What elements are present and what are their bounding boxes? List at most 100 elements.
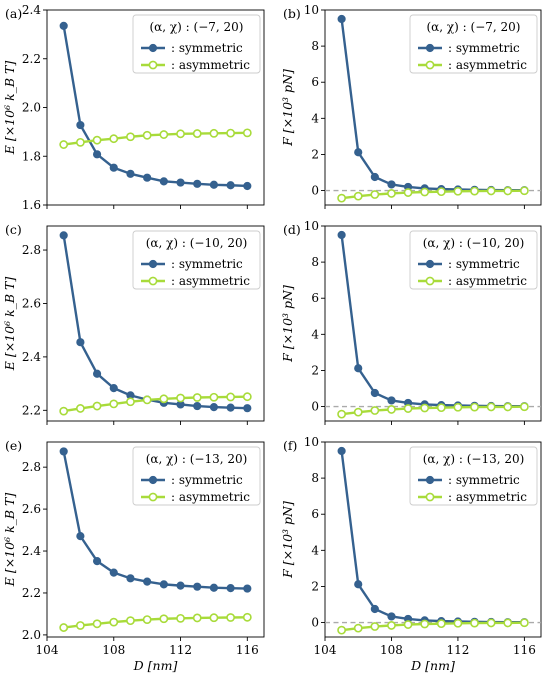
legend: (α, χ) : (−10, 20): symmetric: asymmetri…	[132, 230, 261, 290]
panel-label: (a)	[5, 6, 22, 21]
legend: (α, χ) : (−13, 20): symmetric: asymmetri…	[132, 446, 261, 506]
y-tick-label: 2.2	[22, 403, 41, 417]
legend-entry: : asymmetric	[448, 490, 527, 504]
data-point-asymmetric	[519, 402, 529, 412]
y-tick-label: 2.8	[22, 243, 41, 257]
legend-entry: : asymmetric	[171, 274, 250, 288]
data-point-asymmetric	[75, 621, 85, 630]
data-point-symmetric	[243, 584, 252, 593]
data-point-asymmetric	[242, 392, 252, 402]
data-point-asymmetric	[403, 404, 413, 413]
data-point-asymmetric	[337, 193, 347, 203]
series-line-asymmetric	[341, 621, 525, 632]
legend: (α, χ) : (−13, 20): symmetric: asymmetri…	[409, 446, 538, 506]
y-tick-label: 10	[304, 3, 319, 17]
data-point-asymmetric	[420, 619, 430, 629]
data-point-asymmetric	[209, 128, 219, 138]
legend-entry: : symmetric	[171, 473, 243, 487]
y-tick-label: 2	[311, 579, 319, 593]
data-point-asymmetric	[75, 137, 85, 147]
panel-label: (f)	[283, 438, 297, 453]
legend-marker	[425, 276, 435, 286]
axes-frame	[46, 441, 265, 638]
data-point-asymmetric	[370, 190, 380, 199]
data-point-asymmetric	[486, 402, 496, 412]
x-tick-label: 116	[236, 643, 259, 657]
data-point-asymmetric	[176, 129, 185, 139]
data-point-symmetric	[337, 14, 346, 24]
data-point-symmetric	[387, 180, 396, 189]
y-tick-label: 2.8	[22, 460, 41, 474]
y-tick-label: 1.6	[22, 198, 41, 212]
x-tick-label: 112	[169, 643, 192, 657]
data-point-asymmetric	[159, 394, 169, 404]
y-tick-label: 2.4	[22, 350, 41, 364]
data-point-asymmetric	[242, 128, 252, 138]
data-point-asymmetric	[436, 619, 446, 629]
data-point-symmetric	[59, 447, 68, 456]
data-point-symmetric	[209, 180, 219, 189]
data-point-symmetric	[143, 173, 152, 182]
data-point-asymmetric	[503, 402, 513, 412]
data-point-symmetric	[193, 179, 202, 188]
legend-box	[409, 446, 538, 506]
x-axis-label: D [nm]	[133, 658, 178, 673]
data-point-symmetric	[76, 338, 85, 347]
legend-title: (α, χ) : (−13, 20)	[423, 452, 525, 466]
axes-frame	[324, 441, 542, 638]
y-tick-label: 1.8	[22, 149, 41, 163]
data-point-symmetric	[337, 230, 346, 240]
data-point-symmetric	[159, 177, 168, 186]
data-point-asymmetric	[159, 614, 169, 624]
legend-entry: : symmetric	[448, 41, 520, 55]
data-point-asymmetric	[142, 130, 152, 140]
data-point-symmetric	[370, 604, 379, 614]
data-point-asymmetric	[370, 406, 380, 415]
data-point-asymmetric	[387, 621, 396, 630]
data-point-symmetric	[176, 178, 185, 187]
data-point-asymmetric	[387, 405, 396, 414]
data-point-asymmetric	[59, 623, 69, 632]
data-point-asymmetric	[436, 187, 446, 197]
data-point-asymmetric	[337, 625, 347, 635]
legend-title: (α, χ) : (−7, 20)	[150, 20, 244, 34]
data-point-asymmetric	[519, 618, 529, 628]
y-tick-label: 2	[311, 147, 319, 161]
data-point-symmetric	[354, 364, 363, 373]
data-point-symmetric	[159, 580, 168, 589]
data-point-symmetric	[226, 403, 235, 412]
y-tick-label: 2	[311, 363, 319, 377]
y-tick-label: 2.2	[22, 586, 41, 600]
data-point-symmetric	[143, 577, 152, 586]
data-point-asymmetric	[142, 615, 152, 624]
x-tick-label: 104	[314, 643, 337, 657]
y-tick-label: 4	[311, 111, 319, 125]
y-tick-label: 6	[311, 291, 319, 305]
y-tick-label: 2.2	[22, 52, 41, 66]
data-point-asymmetric	[192, 129, 202, 138]
data-point-symmetric	[209, 403, 219, 412]
legend-box	[132, 230, 261, 290]
data-point-asymmetric	[126, 616, 135, 626]
data-point-asymmetric	[192, 613, 202, 623]
panel-label: (c)	[5, 222, 22, 237]
y-tick-label: 8	[311, 39, 319, 53]
y-axis-label: E [×10⁶ k_B T]	[2, 493, 17, 588]
panel-label: (b)	[283, 6, 301, 21]
data-point-symmetric	[59, 21, 68, 30]
data-point-symmetric	[226, 181, 235, 190]
legend-marker	[425, 475, 435, 485]
legend-box	[132, 446, 261, 506]
y-tick-label: 6	[311, 75, 319, 89]
data-point-asymmetric	[92, 619, 102, 629]
data-point-asymmetric	[503, 186, 513, 196]
data-point-asymmetric	[109, 134, 119, 144]
data-point-asymmetric	[453, 186, 463, 196]
legend-marker	[148, 276, 158, 286]
data-point-asymmetric	[453, 618, 463, 628]
data-point-symmetric	[209, 583, 219, 592]
legend-entry: : asymmetric	[171, 58, 250, 72]
panel-a: 1.6 1.8 2.0 2.2 2.4 E [×10⁶ k_B T] (a) (α, χ) :…	[2, 3, 265, 212]
legend-marker	[148, 259, 158, 269]
data-point-asymmetric	[387, 189, 396, 198]
